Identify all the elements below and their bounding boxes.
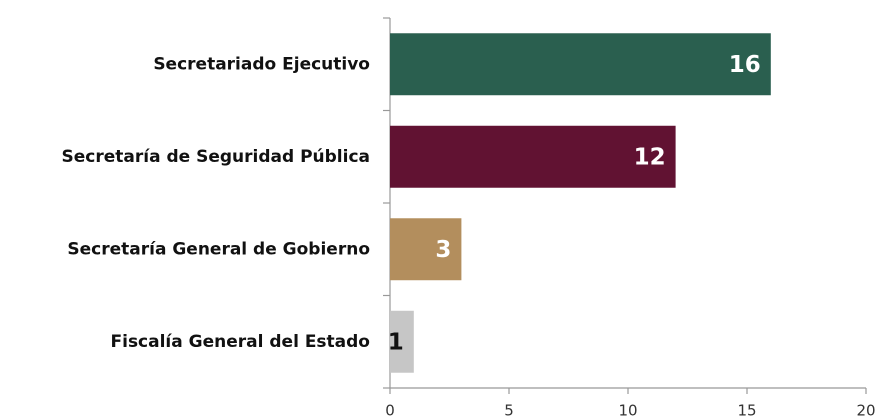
- category-label: Secretariado Ejecutivo: [153, 54, 370, 74]
- category-label: Secretaría de Seguridad Pública: [62, 147, 371, 167]
- x-tick-label: 0: [385, 402, 395, 420]
- value-label: 1: [388, 329, 404, 355]
- bar: [390, 218, 462, 281]
- value-label: 16: [729, 52, 761, 78]
- value-label: 3: [435, 237, 451, 263]
- category-label: Fiscalía General del Estado: [111, 332, 371, 352]
- x-tick-label: 5: [504, 402, 514, 420]
- category-label: Secretaría General de Gobierno: [67, 239, 370, 259]
- x-tick-label: 15: [737, 402, 756, 420]
- bar: [390, 33, 771, 96]
- x-tick-label: 20: [856, 402, 875, 420]
- x-tick-label: 10: [618, 402, 637, 420]
- bar: [390, 310, 414, 373]
- value-label: 12: [634, 144, 666, 170]
- bar: [390, 125, 676, 188]
